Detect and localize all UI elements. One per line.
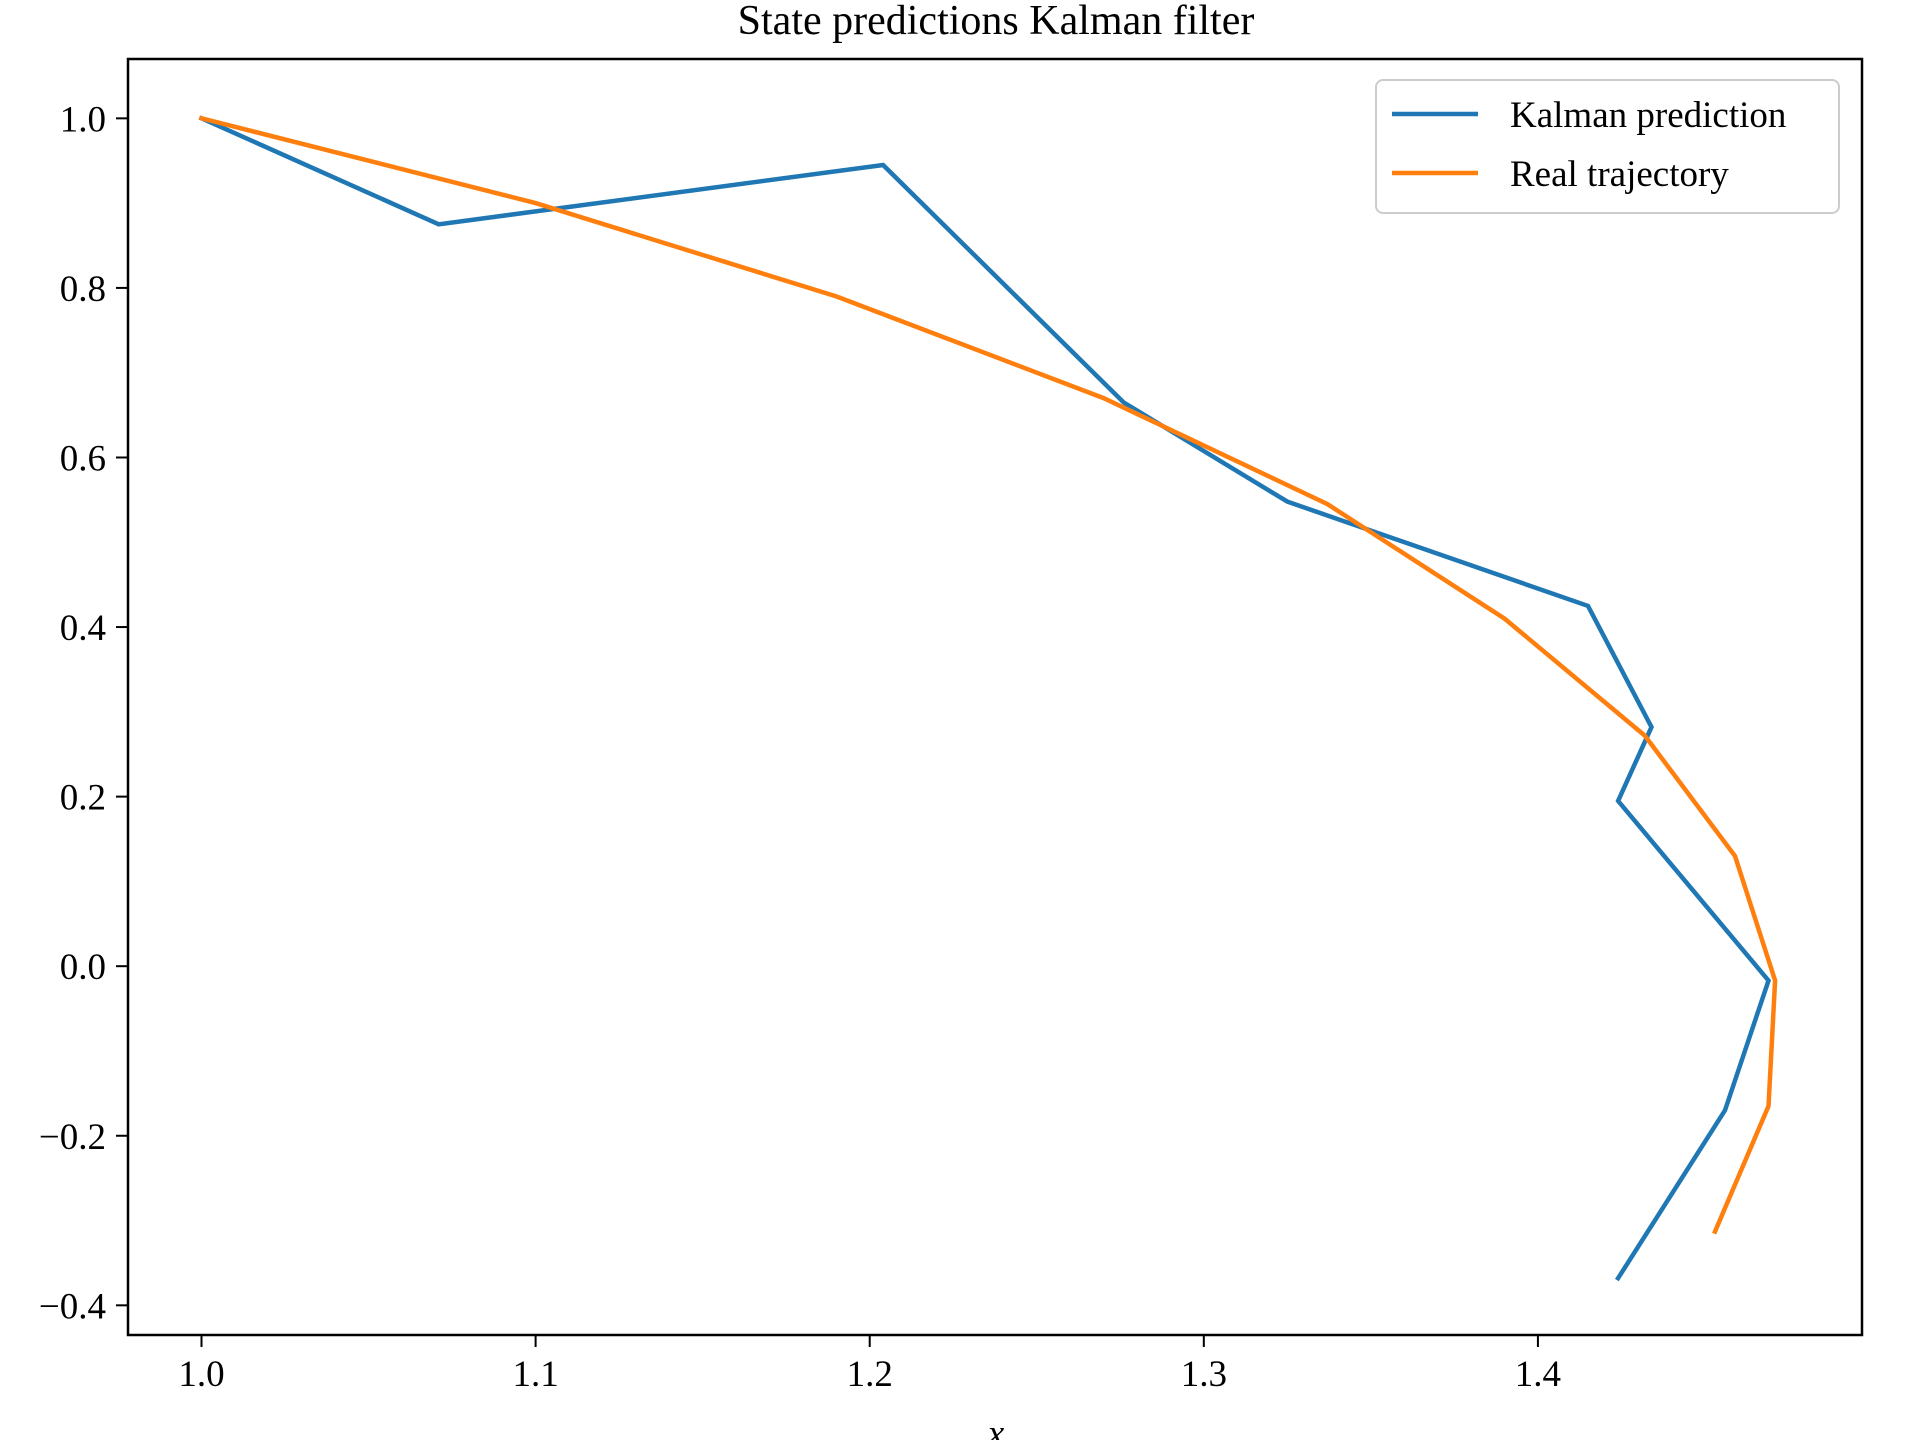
series-line-kalman-prediction xyxy=(198,115,1772,1282)
chart-title: State predictions Kalman filter xyxy=(738,0,1255,44)
legend: Kalman prediction Real trajectory xyxy=(1375,79,1840,214)
x-tick-label: 1.2 xyxy=(847,1354,893,1395)
y-tick-label: 0.8 xyxy=(60,269,106,310)
series-lines xyxy=(198,115,1778,1282)
y-tick-label: 0.6 xyxy=(60,438,106,479)
legend-box xyxy=(1375,79,1840,214)
x-axis: 1.0 1.1 1.2 1.3 1.4 xyxy=(178,1335,1561,1395)
y-tick-label: 0.4 xyxy=(60,608,106,649)
y-tick-label: 0.0 xyxy=(60,947,106,988)
y-axis: −0.4 −0.2 0.0 0.2 0.4 0.6 0.8 1.0 xyxy=(39,99,128,1327)
x-tick-label: 1.0 xyxy=(178,1354,224,1395)
x-tick-label: 1.4 xyxy=(1515,1354,1561,1395)
y-tick-label: 0.2 xyxy=(60,778,106,819)
x-axis-label: x xyxy=(987,1413,1005,1440)
y-tick-label: −0.2 xyxy=(39,1117,106,1158)
y-tick-label: 1.0 xyxy=(60,99,106,140)
y-tick-label: −0.4 xyxy=(39,1286,106,1327)
legend-label-real-trajectory: Real trajectory xyxy=(1510,154,1729,195)
x-tick-label: 1.1 xyxy=(512,1354,558,1395)
series-line-real-trajectory xyxy=(198,115,1778,1235)
legend-label-kalman-prediction: Kalman prediction xyxy=(1510,95,1786,136)
plot-frame xyxy=(126,57,1864,1337)
x-tick-label: 1.3 xyxy=(1181,1354,1227,1395)
